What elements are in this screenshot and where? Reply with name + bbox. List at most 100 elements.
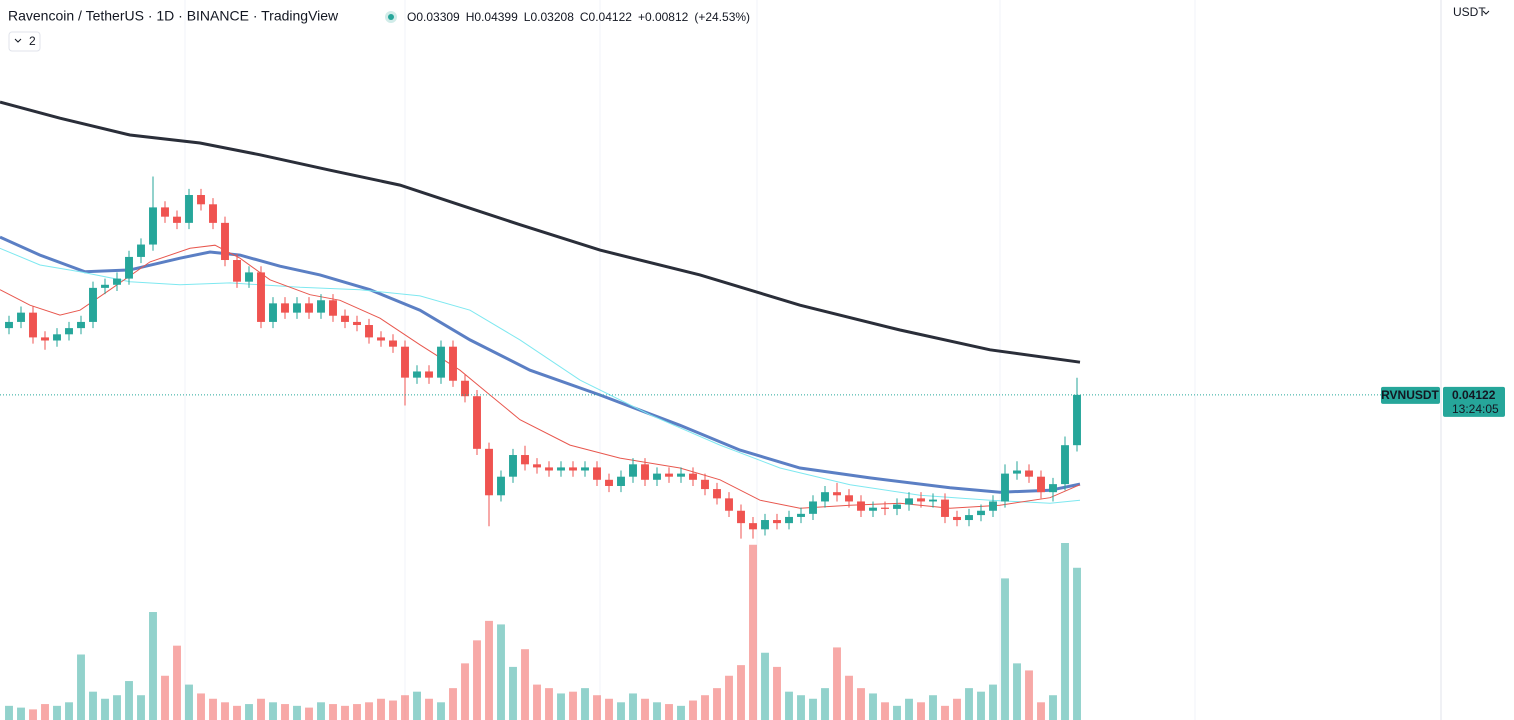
candle-body xyxy=(461,380,469,397)
price-axis xyxy=(1441,0,1514,720)
volume-bar xyxy=(65,702,73,720)
moving-average-line xyxy=(0,100,1081,364)
volume-bar xyxy=(953,698,961,720)
candle-body xyxy=(641,464,649,480)
volume-bar xyxy=(593,695,601,720)
candle-body xyxy=(785,516,793,524)
volume-bar xyxy=(1037,702,1045,720)
volume-bar xyxy=(377,698,385,720)
candle-body xyxy=(341,315,349,322)
candle-body xyxy=(929,499,937,502)
volume-bar xyxy=(293,705,301,720)
candle-body xyxy=(617,476,625,486)
candle-body xyxy=(869,507,877,511)
candle-body xyxy=(569,467,577,471)
candle-body xyxy=(893,504,901,509)
candle-body xyxy=(101,284,109,288)
volume-bar xyxy=(893,705,901,720)
change-value: +0.00812 xyxy=(638,10,689,24)
candle-body xyxy=(593,467,601,480)
candle-body xyxy=(989,501,997,511)
candle-body xyxy=(17,312,25,322)
candle-body xyxy=(917,498,925,502)
volume-bar xyxy=(365,702,373,720)
indicators-count: 2 xyxy=(29,34,36,48)
volume-bar xyxy=(557,693,565,720)
chart-title: Ravencoin / TetherUS · 1D · BINANCE · Tr… xyxy=(8,8,339,24)
change-percent: (+24.53%) xyxy=(694,10,750,24)
candle-body xyxy=(521,455,529,465)
volume-bar xyxy=(209,698,217,720)
volume-bar xyxy=(389,700,397,720)
candle-body xyxy=(317,300,325,313)
candle-body xyxy=(761,520,769,530)
candle-body xyxy=(749,523,757,530)
ohlc-letter: C xyxy=(580,10,589,24)
candle-body xyxy=(137,244,145,257)
candle-body xyxy=(209,204,217,223)
ohlc-letter: O xyxy=(407,10,416,24)
candle-body xyxy=(485,448,493,496)
chevron-icon xyxy=(1482,10,1490,15)
volume-bar xyxy=(545,688,553,720)
volume-bar xyxy=(1025,670,1033,720)
volume-bar xyxy=(281,704,289,720)
candle-body xyxy=(1025,470,1033,477)
candle-body xyxy=(1061,445,1069,485)
candle-body xyxy=(797,513,805,517)
candle-body xyxy=(701,479,709,490)
volume-bar xyxy=(809,698,817,720)
candle-body xyxy=(545,467,553,471)
candle-body xyxy=(245,272,253,282)
volume-bar xyxy=(149,612,157,720)
volume-bar xyxy=(977,691,985,720)
volume-bar xyxy=(101,698,109,720)
volume-bar xyxy=(665,704,673,720)
candle-body xyxy=(413,371,421,378)
candle-body xyxy=(533,464,541,468)
volume-bar xyxy=(857,688,865,720)
candle-body xyxy=(161,207,169,217)
volume-bar xyxy=(173,645,181,720)
volume-bar xyxy=(353,704,361,720)
volume-bar xyxy=(965,688,973,720)
ohlc-value: 0.04122 xyxy=(589,10,633,24)
candle-body xyxy=(149,207,157,245)
volume-bar xyxy=(53,705,61,720)
candle-body xyxy=(185,195,193,223)
candle-body xyxy=(281,303,289,313)
volume-bar xyxy=(341,705,349,720)
volume-bar xyxy=(845,675,853,720)
volume-bar xyxy=(497,624,505,720)
volume-bar xyxy=(269,702,277,720)
indicators-toggle[interactable] xyxy=(8,31,41,52)
volume-bar xyxy=(785,691,793,720)
candle-body xyxy=(1073,394,1081,446)
candle-body xyxy=(473,396,481,449)
volume-bar xyxy=(929,695,937,720)
volume-bar xyxy=(641,698,649,720)
ohlc-letter: L xyxy=(524,10,531,24)
candle-body xyxy=(269,303,277,322)
candle-body xyxy=(293,303,301,313)
volume-bar xyxy=(197,693,205,720)
volume-bar xyxy=(821,688,829,720)
candle-body xyxy=(41,337,49,341)
volume-bar xyxy=(185,684,193,720)
candle-body xyxy=(29,312,37,338)
volume-bar xyxy=(605,698,613,720)
volume-bar xyxy=(833,647,841,720)
candle-body xyxy=(653,473,661,480)
candle-body xyxy=(233,260,241,282)
volume-bar xyxy=(881,702,889,720)
volume-bar xyxy=(989,684,997,720)
ohlc-value: 0.04399 xyxy=(474,10,518,24)
volume-bar xyxy=(125,681,133,720)
currency-selector[interactable]: USDT xyxy=(1453,5,1486,19)
candle-body xyxy=(1049,484,1057,493)
candle-body xyxy=(629,464,637,477)
candle-body xyxy=(941,499,949,517)
moving-average-line xyxy=(0,235,1081,494)
candle-body xyxy=(221,222,229,261)
volume-bar xyxy=(161,675,169,720)
